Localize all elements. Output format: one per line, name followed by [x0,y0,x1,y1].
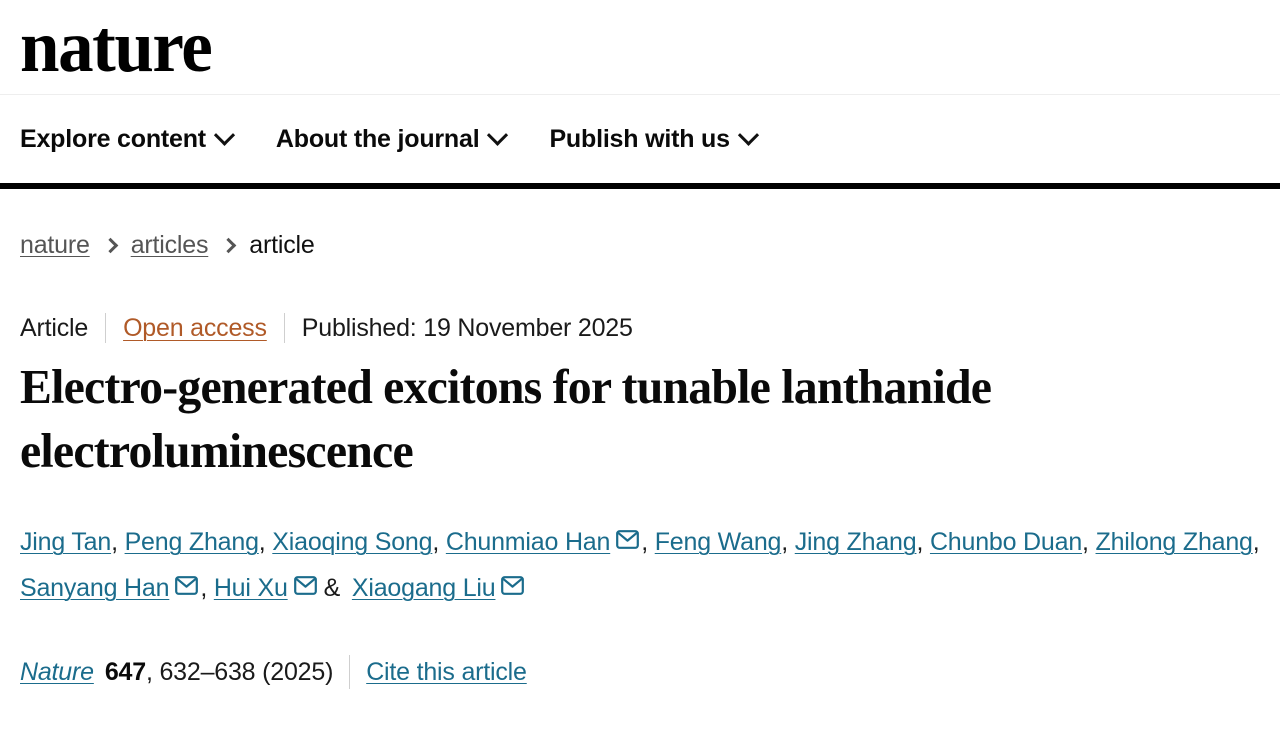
chevron-down-icon [737,124,759,146]
author-list: Jing Tan, Peng Zhang, Xiaoqing Song, Chu… [20,520,1260,611]
breadcrumb-item-articles[interactable]: articles [130,231,209,259]
citation-volume: 647 [104,657,146,686]
journal-name-link[interactable]: Nature [20,657,94,686]
citation-divider [349,655,351,690]
breadcrumb: nature articles article [20,231,1260,260]
envelope-icon[interactable] [501,575,525,595]
breadcrumb-item-article: article [249,231,315,259]
nav-item-label: Explore content [20,124,206,153]
nav-item-label: Publish with us [549,124,730,153]
author-peng-zhang[interactable]: Peng Zhang [124,528,259,557]
chevron-right-icon [221,237,237,254]
author-separator: , [641,528,648,557]
article-content: nature articles article Article Open acc… [0,231,1280,690]
meta-divider [283,313,285,343]
citation-pages: , 632–638 (2025) [145,657,334,686]
nav-item-explore-content[interactable]: Explore content [20,124,236,154]
author-separator: , [1082,528,1089,557]
author-separator: , [258,528,266,557]
open-access-badge[interactable]: Open access [123,313,267,342]
article-meta: Article Open access Published: 19 Novemb… [20,313,1260,343]
cite-this-article-link[interactable]: Cite this article [366,657,527,686]
author-xiaoqing-song[interactable]: Xiaoqing Song [272,528,433,557]
author-zhilong-zhang[interactable]: Zhilong Zhang [1095,528,1253,557]
nav-item-about-the-journal[interactable]: About the journal [275,124,509,154]
citation-line: Nature 647 , 632–638 (2025) Cite this ar… [20,655,1260,690]
author-feng-wang[interactable]: Feng Wang [654,528,782,557]
author-separator: , [916,528,924,557]
author-separator: , [432,528,440,557]
chevron-down-icon [213,124,236,146]
primary-navigation: Explore content About the journal Publis… [0,95,1280,183]
author-sanyang-han[interactable]: Sanyang Han [20,573,170,602]
envelope-icon[interactable] [175,575,199,595]
nature-logo[interactable]: nature [20,6,213,88]
author-separator: , [1252,528,1260,557]
nav-item-label: About the journal [275,124,480,153]
article-type-label: Article [20,313,89,342]
author-chunmiao-han[interactable]: Chunmiao Han [445,528,611,557]
page-title: Electro-generated excitons for tunable l… [20,359,992,478]
chevron-down-icon [487,124,509,146]
author-separator: , [111,528,118,557]
breadcrumb-item-nature[interactable]: nature [20,231,90,259]
nav-item-publish-with-us[interactable]: Publish with us [549,124,759,154]
chevron-right-icon [102,237,118,254]
author-hui-xu[interactable]: Hui Xu [213,573,288,602]
author-separator: , [200,573,208,602]
header-divider [0,183,1280,189]
published-date: Published: 19 November 2025 [301,313,633,342]
author-jing-tan[interactable]: Jing Tan [20,528,112,557]
author-chunbo-duan[interactable]: Chunbo Duan [929,528,1083,557]
author-separator: , [781,528,788,557]
author-jing-zhang[interactable]: Jing Zhang [794,528,917,557]
envelope-icon[interactable] [293,575,317,595]
envelope-icon[interactable] [616,530,640,550]
site-masthead: nature [0,0,1280,95]
author-ampersand: & [323,573,341,602]
meta-divider [105,313,107,343]
author-xiaogang-liu[interactable]: Xiaogang Liu [351,573,496,602]
